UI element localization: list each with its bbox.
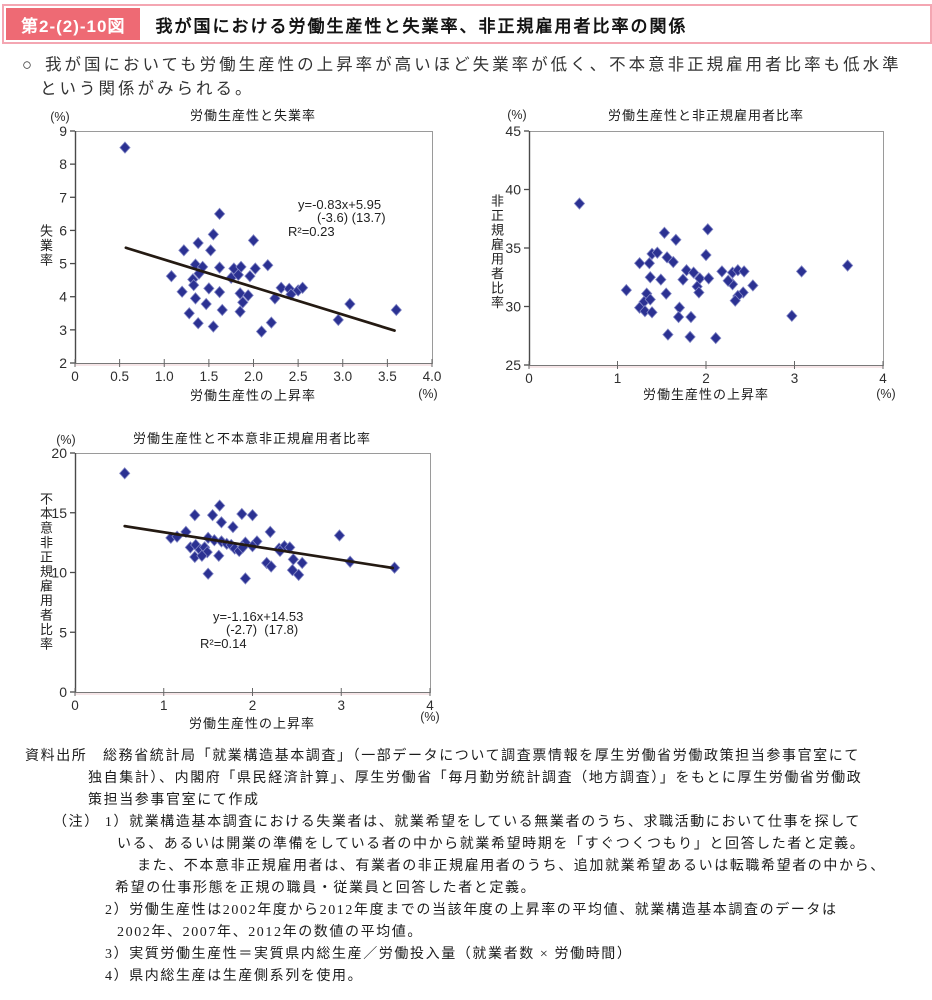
note-1-line-4: 希望の仕事形態を正規の職員・従業員と回答した者と定義。 (115, 881, 537, 896)
chart-productivity-nonregular: 労働生産性と非正規雇用者比率 (%) 25 30 35 40 45 0 1 2 3 4 労働生産性… (505, 108, 895, 402)
chart1-plot-area: 2 3 4 5 6 7 8 9 0 0.5 1.0 1.5 2.0 2.5 3.0 3.5 4.0 (59, 123, 441, 384)
note-2-line-1: 2）労働生産性は2002年度から2012年度までの当該年度の上昇率の平均値、就業… (105, 903, 838, 918)
svg-text:2: 2 (702, 371, 710, 386)
svg-text:2.0: 2.0 (244, 369, 263, 384)
chart2-y-axis-label: 非正規雇用者比率 (489, 194, 504, 310)
note-1-line-2: いる、あるいは開業の準備をしている者の中から就業希望時期を「すぐつくつもり」と回… (117, 837, 866, 852)
svg-text:0: 0 (525, 371, 533, 386)
figure-header: 第2-(2)-10図 我が国における労働生産性と失業率、非正規雇用者比率の関係 (2, 4, 932, 44)
chart1-regression-equation: y=-0.83x+5.95 (298, 197, 381, 212)
figure-title: 我が国における労働生産性と失業率、非正規雇用者比率の関係 (155, 16, 688, 36)
svg-text:0: 0 (59, 684, 67, 700)
source-note-line-1: 資料出所 総務省統計局「就業構造基本調査」（一部データについて調査票情報を厚生労… (25, 749, 860, 764)
chart2-title: 労働生産性と非正規雇用者比率 (608, 108, 804, 123)
chart3-regression-equation: y=-1.16x+14.53 (213, 609, 303, 624)
svg-text:25: 25 (505, 357, 521, 373)
chart1-x-axis-label: 労働生産性の上昇率 (190, 388, 316, 403)
svg-text:3: 3 (791, 371, 799, 386)
svg-text:9: 9 (59, 123, 67, 139)
svg-text:45: 45 (505, 123, 521, 139)
svg-text:1: 1 (614, 371, 622, 386)
svg-text:2: 2 (249, 698, 257, 713)
svg-text:0: 0 (71, 369, 79, 384)
svg-text:1.5: 1.5 (199, 369, 218, 384)
chart1-y-axis-label: 失業率 (38, 224, 53, 268)
svg-text:7: 7 (59, 189, 67, 205)
source-note-line-3: 策担当参事官室にて作成 (88, 793, 260, 808)
svg-text:5: 5 (59, 256, 67, 272)
svg-text:4: 4 (59, 289, 67, 305)
chart2-unit-top: (%) (507, 108, 526, 122)
note-1-line-3: また、不本意非正規雇用者は、有業者の非正規雇用者のうち、追加就業希望あるいは転職… (137, 859, 886, 874)
intro-line-1: ○ 我が国においても労働生産性の上昇率が高いほど失業率が低く、不本意非正規雇用者比… (22, 51, 902, 75)
svg-text:3.0: 3.0 (333, 369, 352, 384)
note-4-line-1: 4）県内総生産は生産側系列を使用。 (105, 969, 364, 984)
chart1-unit-right: (%) (418, 387, 437, 401)
svg-text:10: 10 (51, 565, 67, 581)
svg-text:3: 3 (59, 322, 67, 338)
note-3-line-1: 3）実質労働生産性＝実質県内総生産／労働投入量（就業者数 × 労働時間） (105, 947, 633, 962)
svg-text:3: 3 (337, 698, 345, 713)
svg-text:2: 2 (59, 355, 67, 371)
chart-productivity-unemployment: 労働生産性と失業率 (%) 2 3 4 5 6 7 8 9 0 0.5 1.0 1.5 2.0 2.5 3.… (50, 108, 441, 403)
chart2-x-axis-label: 労働生産性の上昇率 (643, 387, 769, 402)
source-note-line-2: 独自集計）、内閣府「県民経済計算」、厚生労働省「毎月勤労統計調査（地方調査）」を… (88, 771, 863, 786)
svg-text:0.5: 0.5 (110, 369, 129, 384)
chart1-t-values: (-3.6) (13.7) (317, 210, 386, 225)
chart1-r-squared: R²=0.23 (288, 224, 335, 239)
svg-text:6: 6 (59, 222, 67, 238)
svg-text:20: 20 (51, 445, 67, 461)
svg-text:35: 35 (505, 240, 521, 256)
svg-text:4: 4 (426, 698, 434, 713)
svg-text:4.0: 4.0 (423, 369, 442, 384)
note-1-line-1: （注） 1）就業構造基本調査における失業者は、就業希望をしている無業者のうち、求… (53, 815, 862, 830)
intro-text-1: 我が国においても労働生産性の上昇率が高いほど失業率が低く、不本意非正規雇用者比率… (44, 56, 902, 74)
note-2-line-2: 2002年、2007年、2012年の数値の平均値。 (117, 925, 423, 940)
circle-bullet-icon: ○ (22, 56, 32, 74)
chart2-plot-area: 25 30 35 40 45 0 1 2 3 4 (505, 123, 887, 386)
svg-text:0: 0 (71, 698, 79, 713)
chart3-t-values: (-2.7) (17.8) (226, 622, 298, 637)
svg-text:1.0: 1.0 (155, 369, 174, 384)
chart3-unit-top: (%) (56, 433, 75, 447)
intro-text-2: という関係がみられる。 (40, 80, 255, 98)
chart1-title: 労働生産性と失業率 (190, 108, 316, 123)
svg-text:1: 1 (160, 698, 168, 713)
svg-text:5: 5 (59, 624, 67, 640)
svg-text:4: 4 (879, 371, 887, 386)
svg-text:15: 15 (51, 505, 67, 521)
chart3-plot-area: 0 5 10 15 20 0 1 2 3 4 (51, 445, 434, 713)
chart2-unit-right: (%) (876, 387, 895, 401)
chart1-unit-top: (%) (50, 110, 69, 124)
figure-number-badge: 第2-(2)-10図 (4, 6, 143, 42)
chart3-title: 労働生産性と不本意非正規雇用者比率 (133, 431, 371, 446)
svg-text:40: 40 (505, 182, 521, 198)
chart-productivity-involuntary-nonregular: 労働生産性と不本意非正規雇用者比率 (%) 0 5 10 15 20 0 1 2 3 4 y=-1… (51, 431, 439, 731)
svg-text:3.5: 3.5 (378, 369, 397, 384)
svg-text:8: 8 (59, 156, 67, 172)
chart3-x-axis-label: 労働生産性の上昇率 (189, 716, 315, 731)
chart3-r-squared: R²=0.14 (200, 636, 247, 651)
svg-text:30: 30 (505, 299, 521, 315)
chart3-y-axis-label: 不本意非正規雇用者比率 (38, 492, 53, 652)
chart3-unit-right: (%) (420, 710, 439, 724)
svg-text:2.5: 2.5 (289, 369, 308, 384)
